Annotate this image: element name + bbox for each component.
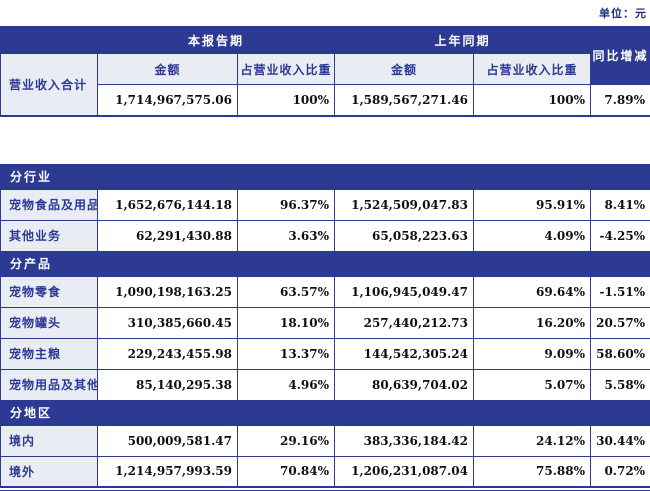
amount-current-cell: 1,090,198,163.25 (97, 275, 238, 308)
amount-current-cell: 229,243,455.98 (97, 337, 238, 370)
prior-period-header: 上年同期 (334, 26, 592, 54)
amount-current-cell: 500,009,581.47 (97, 424, 238, 457)
yoy-cell: 8.41% (589, 188, 650, 221)
share-prior-cell: 69.64% (473, 275, 591, 308)
row-label: 宠物罐头 (0, 306, 98, 339)
section-title: 分产品 (0, 250, 650, 277)
current-period-header: 本报告期 (96, 26, 336, 54)
revenue-breakdown-table: 分行业 宠物食品及用品 1,652,676,144.18 96.37% 1,524,50… (0, 163, 650, 488)
amount-current-cell: 85,140,295.38 (97, 368, 238, 401)
amount-prior-cell: 1,524,509,047.83 (334, 188, 474, 221)
share-prior-cell: 4.09% (473, 219, 591, 252)
share-header-current: 占营业收入比重 (236, 53, 336, 85)
share-current-cell: 18.10% (237, 306, 335, 339)
share-prior-cell: 5.07% (473, 368, 591, 401)
share-prior-cell: 16.20% (473, 306, 591, 339)
table-row: 宠物零食 1,090,198,163.25 63.57% 1,106,945,049.… (0, 275, 650, 308)
section-header-row: 分行业 (0, 163, 650, 190)
revenue-summary-table: 本报告期 上年同期 同比增减 营业收入合计 金额 占营业收入比重 金额 占营业收… (0, 26, 650, 117)
amount-prior-cell: 65,058,223.63 (334, 219, 474, 252)
table-row: 宠物用品及其他 85,140,295.38 4.96% 80,639,704.02 5.… (0, 368, 650, 401)
share-current-cell: 4.96% (237, 368, 335, 401)
section-title: 分行业 (0, 163, 650, 190)
amount-current-cell: 1,214,957,993.59 (97, 455, 238, 488)
unit-label: 单位：元 (599, 7, 647, 20)
amount-prior-cell: 1,206,231,087.04 (334, 455, 474, 488)
section-title: 分地区 (0, 399, 650, 426)
yoy-cell: 30.44% (589, 424, 650, 457)
row-label: 其他业务 (0, 219, 98, 252)
breakdown-table-body: 分行业 宠物食品及用品 1,652,676,144.18 96.37% 1,524,50… (0, 163, 650, 488)
share-prior-cell: 95.91% (473, 188, 591, 221)
yoy-cell: 58.60% (589, 337, 650, 370)
amount-header-prior: 金额 (334, 53, 475, 85)
yoy-cell: 5.58% (589, 368, 650, 401)
share-current-cell: 63.57% (237, 275, 335, 308)
total-revenue-row: 1,714,967,575.06 100% 1,589,567,271.46 1… (1, 84, 650, 116)
share-prior-cell: 24.12% (473, 424, 591, 457)
amount-prior-cell: 383,336,184.42 (334, 424, 474, 457)
amount-current-cell: 310,385,660.45 (97, 306, 238, 339)
amount-prior-cell: 144,542,305.24 (334, 337, 474, 370)
amount-header-current: 金额 (97, 53, 238, 85)
table-row: 境内 500,009,581.47 29.16% 383,336,184.42 24.1… (0, 424, 650, 457)
table-row: 宠物罐头 310,385,660.45 18.10% 257,440,212.73 16… (0, 306, 650, 339)
amount-prior-cell: 80,639,704.02 (334, 368, 474, 401)
corner-cell (0, 26, 98, 54)
yoy-cell: -4.25% (589, 219, 650, 252)
yoy-header: 同比增减 (590, 26, 650, 85)
share-prior-cell: 100% (473, 84, 592, 116)
share-prior-cell: 75.88% (473, 455, 591, 488)
share-prior-cell: 9.09% (473, 337, 591, 370)
yoy-cell: 0.72% (589, 455, 650, 488)
table-row: 境外 1,214,957,993.59 70.84% 1,206,231,087.04… (0, 455, 650, 488)
row-label: 境外 (0, 455, 98, 488)
yoy-cell: 20.57% (589, 306, 650, 339)
row-label: 宠物用品及其他 (0, 368, 98, 401)
row-label: 境内 (0, 424, 98, 457)
share-current-cell: 100% (236, 84, 336, 116)
share-current-cell: 96.37% (237, 188, 335, 221)
amount-current-cell: 1,652,676,144.18 (97, 188, 238, 221)
table-row: 其他业务 62,291,430.88 3.63% 65,058,223.63 4.09%… (0, 219, 650, 252)
row-label: 宠物主粮 (0, 337, 98, 370)
yoy-cell: -1.51% (589, 275, 650, 308)
section-header-row: 分产品 (0, 250, 650, 277)
row-label: 宠物食品及用品 (0, 188, 98, 221)
share-current-cell: 29.16% (237, 424, 335, 457)
table-row: 宠物食品及用品 1,652,676,144.18 96.37% 1,524,509,0… (0, 188, 650, 221)
share-current-cell: 13.37% (237, 337, 335, 370)
table-row: 宠物主粮 229,243,455.98 13.37% 144,542,305.24 9.… (0, 337, 650, 370)
section-header-row: 分地区 (0, 399, 650, 426)
total-revenue-label: 营业收入合计 (0, 53, 98, 116)
amount-current-cell: 1,714,967,575.06 (97, 84, 238, 116)
share-header-prior: 占营业收入比重 (473, 53, 592, 85)
amount-prior-cell: 257,440,212.73 (334, 306, 474, 339)
yoy-cell: 7.89% (590, 84, 650, 116)
amount-prior-cell: 1,106,945,049.47 (334, 275, 474, 308)
amount-prior-cell: 1,589,567,271.46 (334, 84, 475, 116)
column-header-row: 营业收入合计 金额 占营业收入比重 金额 占营业收入比重 (0, 53, 650, 116)
share-current-cell: 3.63% (237, 219, 335, 252)
row-label: 宠物零食 (0, 275, 98, 308)
amount-current-cell: 62,291,430.88 (97, 219, 238, 252)
period-header-row: 本报告期 上年同期 同比增减 (0, 26, 650, 85)
share-current-cell: 70.84% (237, 455, 335, 488)
